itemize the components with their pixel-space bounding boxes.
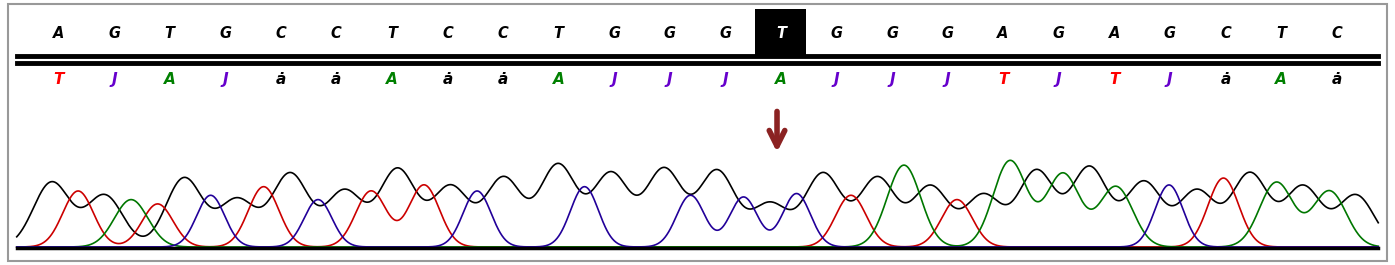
Text: J: J	[944, 72, 950, 87]
Text: A: A	[997, 26, 1009, 41]
Text: A: A	[53, 26, 64, 41]
Text: A: A	[1109, 26, 1120, 41]
Text: J: J	[112, 72, 117, 87]
Text: J: J	[723, 72, 728, 87]
Text: C: C	[442, 26, 453, 41]
Text: C: C	[275, 26, 286, 41]
Text: A: A	[552, 72, 565, 87]
Text: T: T	[165, 26, 174, 41]
Text: T: T	[1109, 72, 1119, 87]
Text: ȧ: ȧ	[1221, 72, 1230, 87]
Text: A: A	[1275, 72, 1286, 87]
Text: J: J	[1168, 72, 1173, 87]
Text: ȧ: ȧ	[1331, 72, 1342, 87]
FancyBboxPatch shape	[755, 9, 806, 56]
Text: ȧ: ȧ	[442, 72, 452, 87]
Text: G: G	[1053, 26, 1064, 41]
Text: ȧ: ȧ	[331, 72, 342, 87]
Text: G: G	[830, 26, 843, 41]
Text: C: C	[331, 26, 342, 41]
Text: G: G	[720, 26, 731, 41]
Text: J: J	[222, 72, 227, 87]
Text: J: J	[667, 72, 672, 87]
Text: J: J	[1056, 72, 1062, 87]
Text: T: T	[53, 72, 64, 87]
Text: G: G	[1163, 26, 1176, 41]
Text: ȧ: ȧ	[276, 72, 286, 87]
Text: T: T	[1276, 26, 1286, 41]
Text: T: T	[997, 72, 1009, 87]
Text: G: G	[219, 26, 232, 41]
Text: G: G	[664, 26, 675, 41]
Text: C: C	[1331, 26, 1342, 41]
FancyBboxPatch shape	[8, 4, 1387, 261]
Text: G: G	[107, 26, 120, 41]
Text: J: J	[834, 72, 840, 87]
Text: C: C	[1221, 26, 1230, 41]
Text: G: G	[942, 26, 954, 41]
Text: A: A	[163, 72, 176, 87]
Text: ȧ: ȧ	[498, 72, 508, 87]
Text: G: G	[608, 26, 621, 41]
Text: J: J	[611, 72, 617, 87]
Text: C: C	[498, 26, 508, 41]
Text: T: T	[554, 26, 564, 41]
Text: A: A	[386, 72, 398, 87]
Text: T: T	[776, 26, 785, 41]
Text: G: G	[886, 26, 898, 41]
Text: T: T	[386, 26, 398, 41]
Text: A: A	[776, 72, 787, 87]
Text: J: J	[889, 72, 894, 87]
